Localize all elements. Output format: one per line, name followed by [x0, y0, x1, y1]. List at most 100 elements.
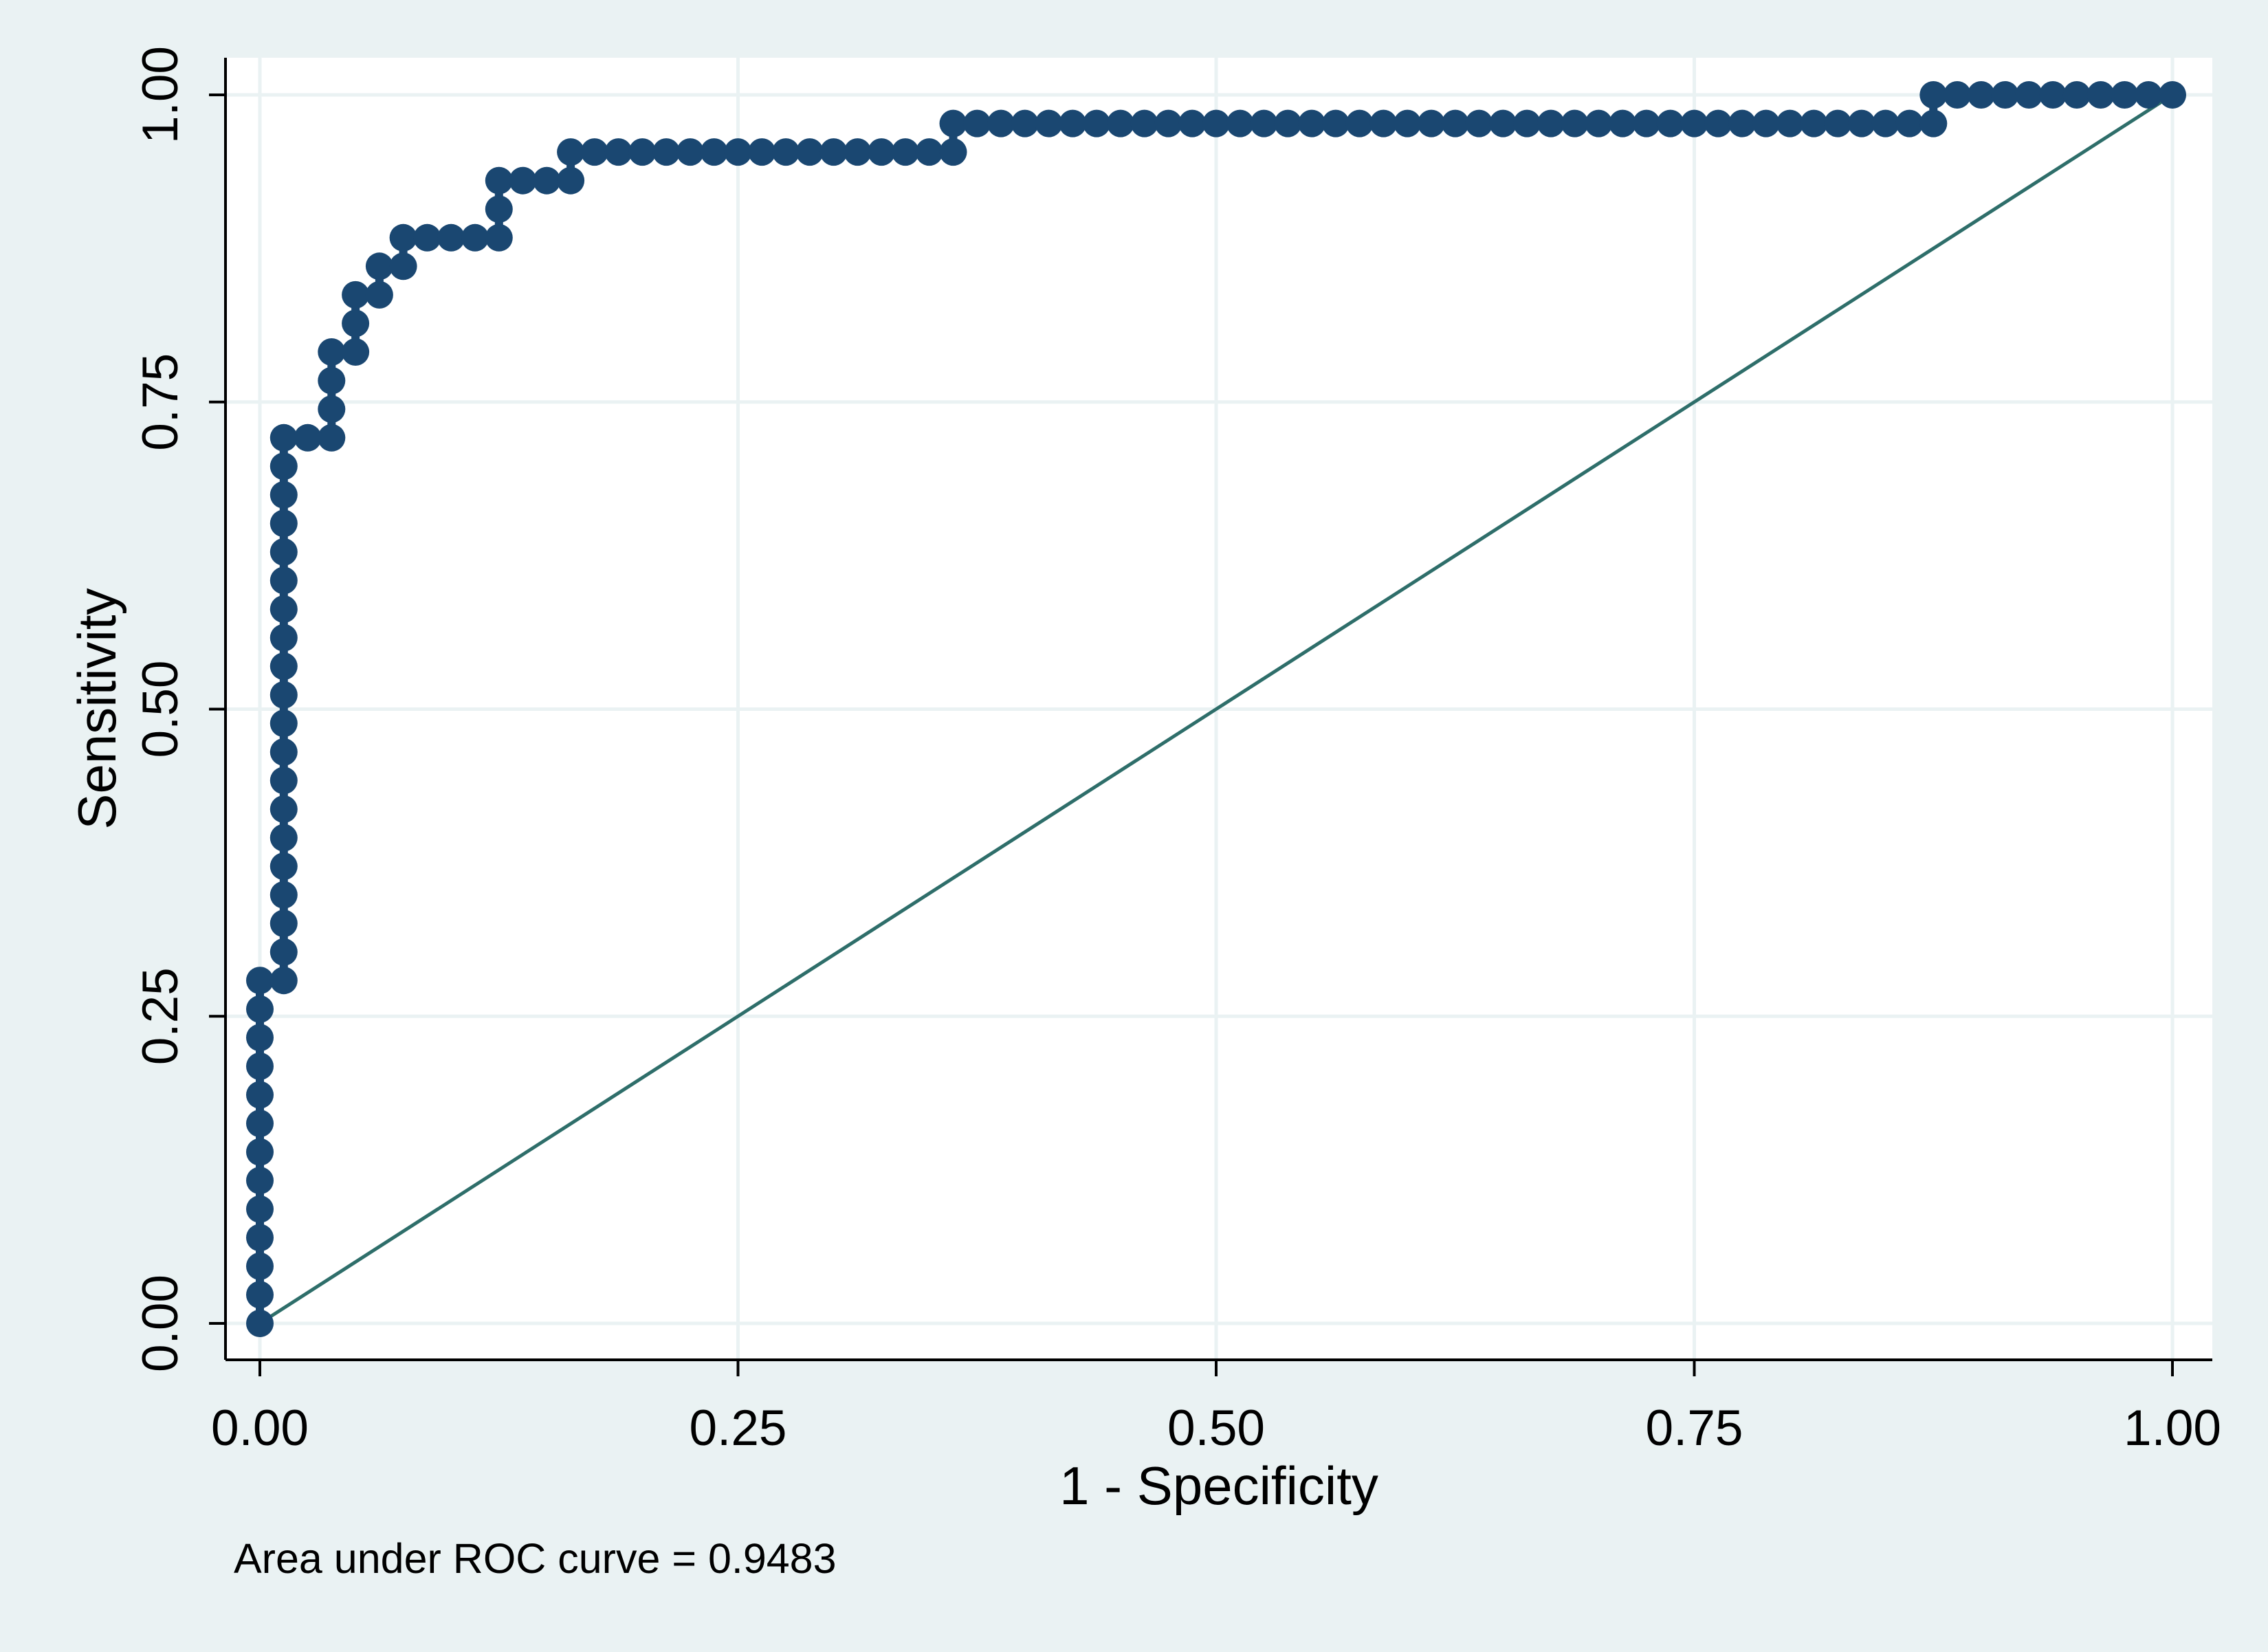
roc-point [269, 795, 298, 823]
roc-curve [246, 81, 2186, 1337]
roc-point [1800, 109, 1828, 137]
roc-point [342, 309, 370, 338]
roc-point [1202, 109, 1230, 137]
roc-point [557, 166, 585, 195]
roc-point [461, 223, 489, 252]
roc-point [1298, 109, 1326, 137]
roc-point [1035, 109, 1063, 137]
roc-point [318, 395, 346, 423]
roc-point [1489, 109, 1517, 137]
roc-point [269, 652, 298, 681]
roc-point [485, 166, 513, 195]
x-tick-label: 0.50 [1167, 1400, 1265, 1456]
roc-point [1871, 109, 1900, 137]
roc-point [342, 338, 370, 366]
roc-point [365, 280, 393, 309]
roc-point [891, 138, 919, 166]
roc-point [1752, 109, 1780, 137]
roc-point [269, 910, 298, 938]
roc-point [1441, 109, 1469, 137]
reference-line [258, 93, 2174, 1325]
roc-point [269, 452, 298, 481]
roc-point [246, 1195, 274, 1223]
roc-point [1321, 109, 1350, 137]
roc-point [246, 1167, 274, 1195]
roc-point [915, 138, 943, 166]
roc-point [365, 252, 393, 280]
y-axis-ticks: 0.00 0.25 0.50 0.75 1.00 [133, 46, 225, 1372]
y-tick-label: 0.00 [133, 1275, 188, 1372]
roc-point [246, 1252, 274, 1280]
roc-point [413, 223, 441, 252]
roc-point [1178, 109, 1207, 137]
x-tick-label: 1.00 [2124, 1400, 2221, 1456]
roc-point [748, 138, 776, 166]
roc-point [246, 1024, 274, 1052]
roc-point [1656, 109, 1684, 137]
roc-point [269, 709, 298, 738]
auc-note: Area under ROC curve = 0.9483 [234, 1535, 837, 1582]
roc-point [652, 138, 681, 166]
roc-point [1632, 109, 1660, 137]
x-axis-ticks: 0.00 0.25 0.50 0.75 1.00 [211, 1360, 2221, 1456]
roc-point [246, 1224, 274, 1252]
roc-point [246, 967, 274, 995]
roc-point [269, 881, 298, 909]
roc-point [1465, 109, 1493, 137]
roc-point [269, 423, 298, 452]
roc-point [269, 738, 298, 766]
roc-point [1585, 109, 1613, 137]
roc-point [1274, 109, 1302, 137]
x-tick-label: 0.25 [689, 1400, 786, 1456]
roc-point [269, 681, 298, 709]
roc-point [1083, 109, 1111, 137]
roc-point [1919, 81, 1948, 109]
roc-point [269, 967, 298, 995]
roc-point [2087, 81, 2115, 109]
roc-point [700, 138, 728, 166]
roc-point [844, 138, 872, 166]
roc-point [1824, 109, 1852, 137]
roc-point [269, 824, 298, 852]
roc-point [1226, 109, 1254, 137]
roc-point [246, 1053, 274, 1080]
roc-point [1919, 109, 1948, 137]
roc-point [987, 109, 1015, 137]
roc-point [1680, 109, 1708, 137]
roc-point [318, 423, 346, 452]
x-tick-label: 0.00 [211, 1400, 309, 1456]
roc-point [819, 138, 848, 166]
roc-point [246, 1138, 274, 1166]
roc-point [1944, 81, 1971, 109]
roc-point [269, 938, 298, 966]
roc-point [2062, 81, 2091, 109]
roc-point [269, 481, 298, 509]
roc-point [580, 138, 608, 166]
roc-point [1513, 109, 1541, 137]
roc-point [2159, 81, 2186, 109]
roc-point [318, 338, 346, 366]
roc-point [963, 109, 991, 137]
roc-point [246, 1110, 274, 1138]
roc-point [1967, 81, 1995, 109]
roc-point [246, 1281, 274, 1309]
roc-point [676, 138, 704, 166]
roc-point [2111, 81, 2139, 109]
roc-point [1609, 109, 1637, 137]
roc-point [318, 366, 346, 395]
y-tick-label: 1.00 [133, 46, 188, 144]
roc-point [2135, 81, 2163, 109]
roc-point [1537, 109, 1565, 137]
roc-point [939, 109, 967, 137]
roc-point [604, 138, 632, 166]
x-axis-title: 1 - Specificity [1059, 1455, 1378, 1516]
roc-point [1369, 109, 1398, 137]
roc-point [868, 138, 896, 166]
roc-point [2039, 81, 2067, 109]
roc-point [1394, 109, 1422, 137]
roc-point [939, 138, 967, 166]
roc-point [269, 624, 298, 652]
y-tick-label: 0.50 [133, 660, 188, 758]
roc-point [389, 223, 417, 252]
